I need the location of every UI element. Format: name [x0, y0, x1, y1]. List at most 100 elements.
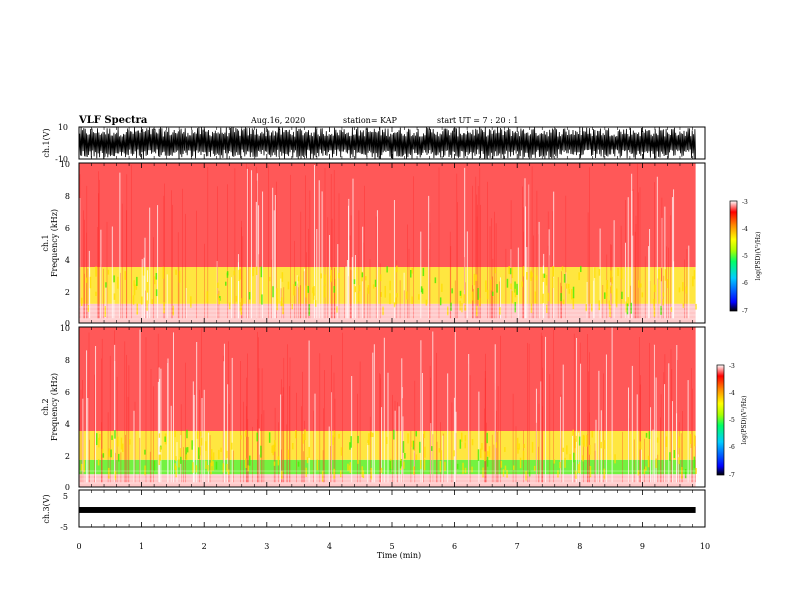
ch1-waveform-trace [78, 126, 696, 160]
ch1-spec-speckle [638, 280, 640, 288]
ch2-spec-speckle [678, 436, 680, 448]
ch1-spec-speckle [479, 297, 481, 307]
ch1-spec-speckle [272, 286, 274, 298]
ch2-spec-ytick: 4 [65, 420, 70, 429]
ch1-spec-speckle [610, 270, 612, 278]
ch2-spec-speckle [591, 431, 593, 438]
ch1-spec-speckle [508, 266, 510, 275]
ch1-spec-speckle [422, 267, 425, 277]
ch2-spec-speckle [502, 469, 505, 477]
ch2-spec-speckle [287, 449, 290, 460]
ch1-spec-speckle [136, 276, 138, 286]
ch2-spec-speckle [578, 436, 581, 446]
ch2-spec-speckle [573, 452, 575, 463]
ch1-colorbar: -3 -4 -5 -6 -7 log(PSD)(V²/Hz) [729, 199, 762, 315]
ch2-colorbar-tick: -4 [729, 390, 735, 397]
ch1-spec-speckle [320, 273, 322, 279]
ch1-spec-speckle [81, 297, 83, 307]
ch1-spec-speckle [389, 280, 391, 291]
ch2-spec-speckle [645, 466, 647, 471]
time-xtick: 8 [577, 542, 582, 551]
ch1-spec-speckle [418, 294, 420, 300]
ch2-spec-speckle [245, 458, 247, 469]
ch1-spec-speckle [256, 266, 258, 276]
ch2-spec-speckle [516, 437, 519, 450]
ch1-spec-speckle [315, 300, 317, 307]
ch1-spec-speckle [662, 298, 664, 306]
ch2-spec-speckle [268, 432, 271, 443]
time-axis-label: Time (min) [377, 551, 421, 560]
ch2-spec-speckle [523, 443, 525, 449]
ch1-spec-speckle [610, 285, 613, 294]
ch2-spec-speckle [102, 453, 105, 458]
ch1-spec-speckle [695, 303, 697, 310]
ch2-spec-speckle [305, 467, 307, 477]
ch1-spec-speckle [95, 266, 97, 277]
ch2-spec-speckle [117, 436, 119, 447]
ch1-spec-ytick: 10 [60, 160, 70, 169]
ch2-spec-speckle [222, 463, 225, 473]
ch1-spec-speckle [261, 294, 263, 305]
ch1-spec-speckle [291, 304, 293, 310]
ch2-spec-speckle [226, 464, 228, 472]
ch2-spec-speckle [368, 433, 370, 445]
ch1-spec-speckle [248, 292, 251, 300]
ch2-spec-speckle [186, 429, 188, 439]
ch2-spec-speckle [461, 432, 463, 442]
ch1-spec-speckle [240, 305, 242, 316]
ch2-spec-speckle [349, 442, 351, 450]
ch2-spec-speckle [553, 459, 556, 464]
figure-title: VLF Spectra [78, 115, 148, 126]
ch1-spec-speckle [572, 297, 575, 309]
ch2-spec-speckle [260, 445, 262, 458]
ch2-spec-speckle [240, 435, 242, 440]
ch1-spec-speckle [323, 285, 326, 298]
ch3-wave-ytick-top: 5 [63, 492, 68, 501]
ch1-spec-speckle [580, 265, 582, 273]
ch1-spec-speckle [330, 269, 332, 281]
ch2-spec-speckle [647, 455, 650, 468]
ch1-spec-speckle [206, 291, 209, 303]
ch2-spec-speckle [440, 450, 443, 461]
ch1-spec-speckle [526, 272, 528, 280]
ch1-spec-speckle [104, 306, 106, 317]
ch1-spec-speckle [611, 276, 613, 284]
ch1-spec-speckle [658, 269, 660, 280]
station-label: station= KAP [343, 116, 398, 125]
ch2-spec-speckle [500, 460, 503, 468]
ch1-spec-speckle [530, 272, 532, 279]
ch2-spec-speckle [191, 440, 193, 450]
ch1-spec-speckle [660, 305, 662, 315]
ch2-spec-speckle [482, 467, 484, 478]
ch1-spec-speckle [107, 269, 110, 275]
ch1-spec-speckle [393, 302, 396, 308]
ch1-colorbar-tick: -4 [742, 226, 748, 233]
ch1-spec-speckle [565, 283, 568, 289]
ch2-spec-speckle [415, 454, 418, 461]
ch2-spec-speckle [399, 460, 402, 469]
ch2-spec-speckle [195, 465, 198, 473]
ch1-spec-speckle [312, 292, 315, 300]
ch2-spec-speckle [559, 462, 561, 469]
ch1-spec-speckle [411, 267, 413, 274]
ch1-spec-ytick: 0 [65, 319, 70, 328]
ch1-spec-speckle [511, 267, 514, 279]
ch2-spec-speckle [380, 467, 383, 473]
ch1-spec-speckle [563, 274, 566, 283]
ch1-spec-speckle [228, 302, 231, 310]
start-time-label: start UT = 7 : 20 : 1 [437, 116, 518, 125]
ch2-spec-speckle [471, 466, 473, 473]
ch1-spec-speckle [606, 284, 608, 297]
ch1-spec-speckle [630, 302, 632, 314]
ch1-spec-speckle [654, 284, 656, 293]
ch2-spec-speckle [577, 464, 580, 473]
ch1-spec-speckle [543, 273, 546, 278]
ch1-spec-speckle [666, 279, 669, 289]
ch2-spec-speckle [407, 433, 409, 444]
ch1-spec-speckle [641, 292, 644, 298]
ch2-spec-speckle [333, 430, 336, 438]
ch2-spec-speckle [393, 429, 395, 440]
time-xtick: 3 [264, 542, 269, 551]
ch2-spec-speckle [531, 441, 534, 453]
ch2-spec-speckle [484, 451, 486, 462]
